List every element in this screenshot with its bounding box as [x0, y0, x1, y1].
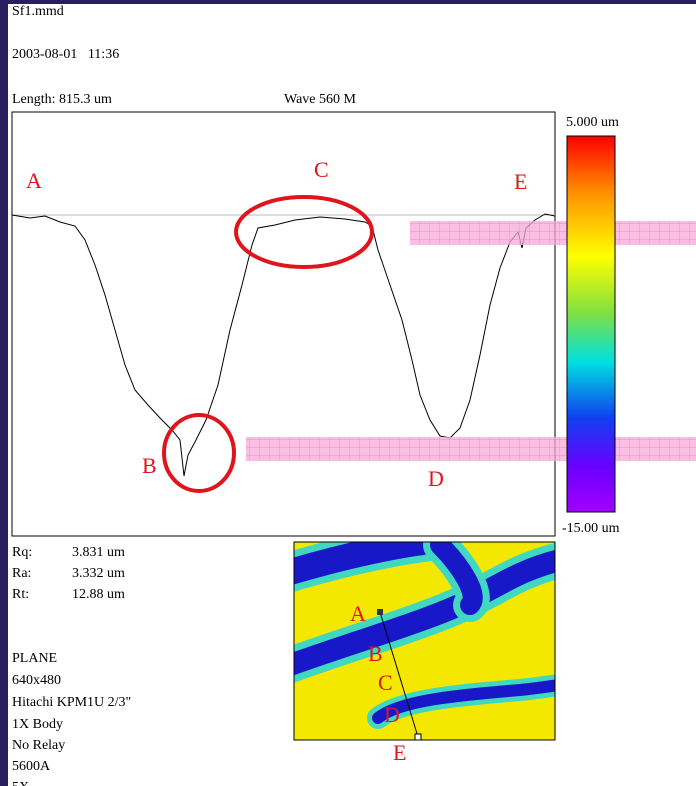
surface-image	[280, 540, 560, 740]
image-label: C	[378, 670, 393, 695]
profile-label: B	[142, 453, 157, 478]
section-end	[415, 734, 421, 740]
stat-label: Rq:	[12, 545, 32, 560]
image-label: B	[368, 641, 383, 666]
colorbar-max: 5.000 um	[566, 115, 619, 130]
image-label: E	[393, 740, 406, 765]
length: Length: 815.3 um	[12, 92, 112, 107]
info-line: 1X Body	[12, 717, 63, 732]
highlight-grid	[410, 221, 696, 245]
highlight-grid	[246, 437, 696, 461]
info-line: 5600A	[12, 759, 51, 774]
stat-label: Rt:	[12, 587, 29, 602]
date-time: 2003-08-01 11:36	[12, 47, 119, 62]
page-body: {"header": {"file": "Sf1.mmd", "datetime…	[0, 0, 696, 786]
image-label: D	[384, 702, 400, 727]
profile-label: E	[514, 169, 527, 194]
info-line: 5X	[12, 780, 29, 786]
profile-label: C	[314, 157, 329, 182]
section-start	[377, 609, 383, 615]
colorbar-min: -15.00 um	[562, 521, 620, 536]
colorbar	[567, 136, 615, 512]
stat-value: 3.332 um	[72, 566, 125, 581]
profile-label: A	[26, 168, 42, 193]
info-line: PLANE	[12, 651, 57, 666]
image-label: A	[350, 601, 366, 626]
wave: Wave 560 M	[284, 92, 357, 107]
stat-label: Ra:	[12, 566, 31, 581]
page: html, body { margin: 0; padding: 0; widt…	[0, 0, 696, 786]
info-line: No Relay	[12, 738, 65, 753]
stat-value: 3.831 um	[72, 545, 125, 560]
screen: Sf1.mmd 2003-08-01 11:36 Length: 815.3 u…	[0, 0, 696, 786]
profile-label: D	[428, 466, 444, 491]
file-name: Sf1.mmd	[12, 4, 64, 19]
info-line: Hitachi KPM1U 2/3"	[12, 695, 131, 710]
info-line: 640x480	[12, 673, 61, 688]
stat-value: 12.88 um	[72, 587, 125, 602]
profile-box	[12, 112, 555, 536]
